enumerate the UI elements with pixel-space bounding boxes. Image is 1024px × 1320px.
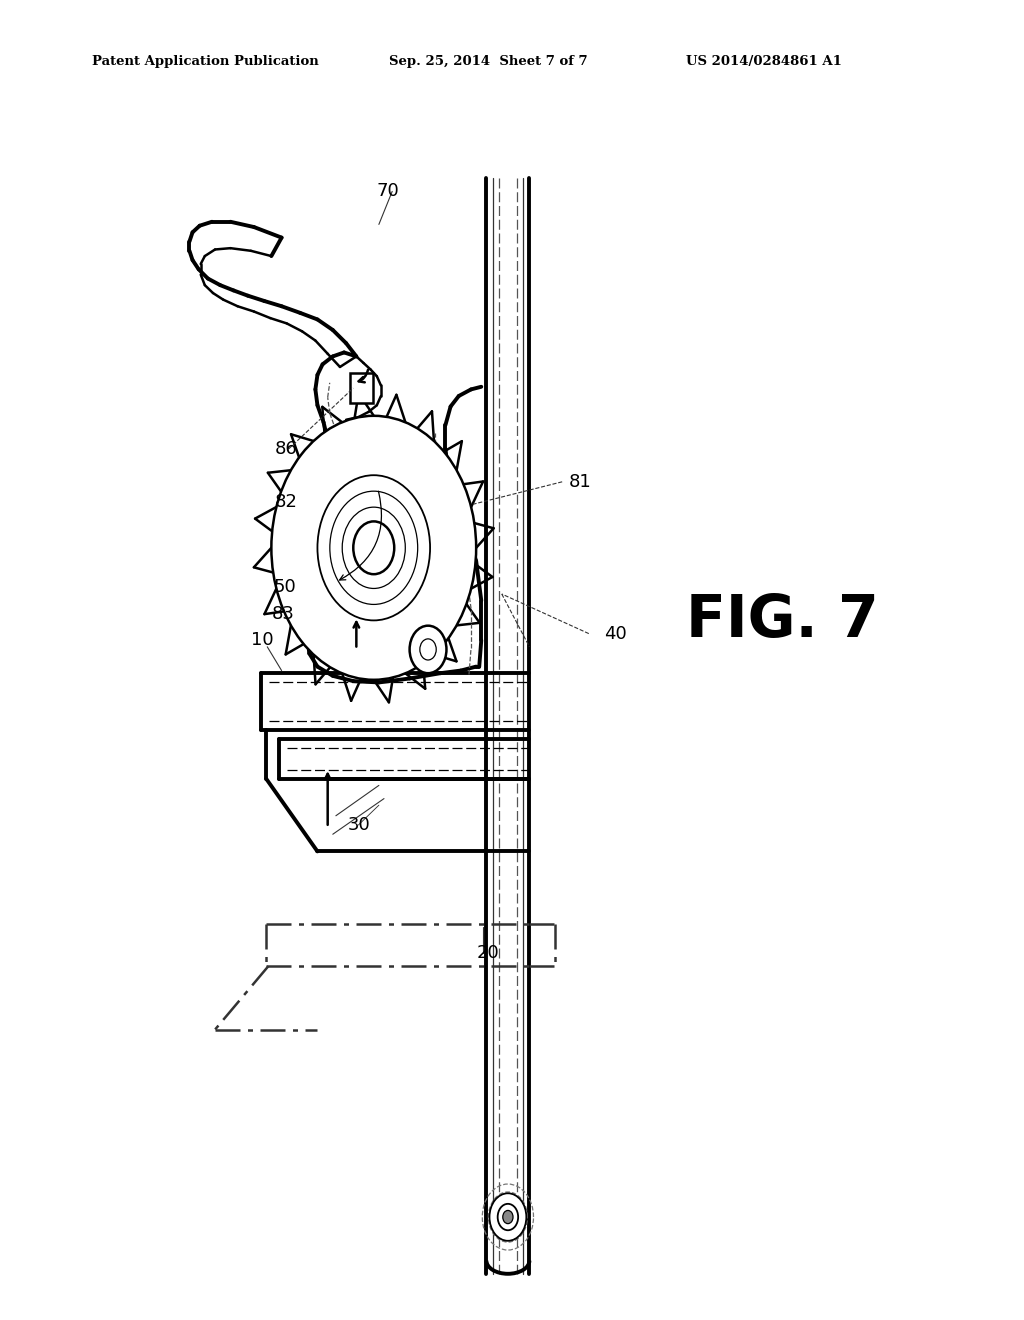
Text: 70: 70 bbox=[377, 182, 399, 201]
Circle shape bbox=[489, 1193, 526, 1241]
Text: 50: 50 bbox=[273, 578, 296, 597]
Text: 40: 40 bbox=[604, 624, 627, 643]
Text: 86: 86 bbox=[274, 440, 297, 458]
Text: Patent Application Publication: Patent Application Publication bbox=[92, 55, 318, 69]
Circle shape bbox=[271, 416, 476, 680]
Text: 81: 81 bbox=[568, 473, 591, 491]
Polygon shape bbox=[350, 374, 373, 403]
Circle shape bbox=[353, 521, 394, 574]
Text: Sep. 25, 2014  Sheet 7 of 7: Sep. 25, 2014 Sheet 7 of 7 bbox=[389, 55, 588, 69]
Circle shape bbox=[503, 1210, 513, 1224]
Text: US 2014/0284861 A1: US 2014/0284861 A1 bbox=[686, 55, 842, 69]
Circle shape bbox=[498, 1204, 518, 1230]
Text: 10: 10 bbox=[251, 631, 273, 649]
Text: 30: 30 bbox=[348, 816, 371, 834]
Text: FIG. 7: FIG. 7 bbox=[686, 591, 879, 649]
Circle shape bbox=[420, 639, 436, 660]
Text: 20: 20 bbox=[476, 944, 499, 962]
Circle shape bbox=[410, 626, 446, 673]
Text: 82: 82 bbox=[274, 492, 297, 511]
Text: 83: 83 bbox=[271, 605, 294, 623]
